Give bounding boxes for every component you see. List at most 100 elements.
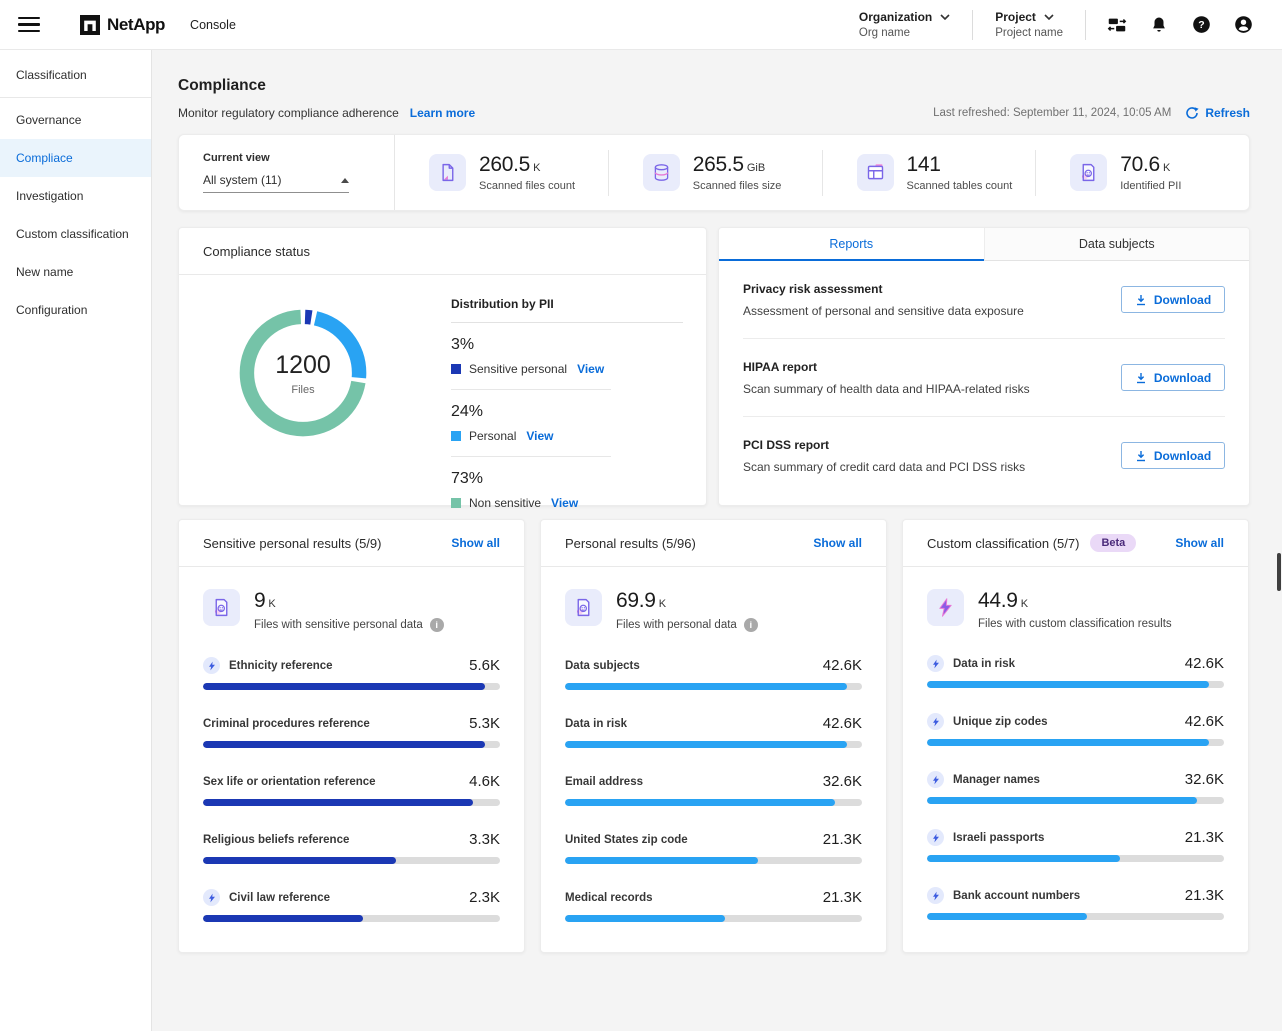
show-all-link[interactable]: Show all bbox=[813, 536, 862, 550]
progress-bar-fill bbox=[203, 741, 486, 748]
pii-icon bbox=[1070, 154, 1108, 191]
stat-unit: K bbox=[533, 162, 541, 174]
result-bar-row: Data in risk 42.6K bbox=[565, 715, 862, 748]
show-all-link[interactable]: Show all bbox=[1175, 536, 1224, 550]
bar-label: Criminal procedures reference bbox=[203, 717, 370, 730]
menu-icon[interactable] bbox=[18, 16, 40, 33]
legend-label: Personal bbox=[469, 429, 517, 443]
bolt-icon bbox=[932, 833, 939, 842]
view-link[interactable]: View bbox=[577, 362, 605, 376]
scrollbar-thumb[interactable] bbox=[1277, 553, 1281, 591]
divider bbox=[451, 456, 611, 457]
progress-bar-fill bbox=[203, 799, 474, 806]
topbar-actions: Organization Org name Project Project na… bbox=[837, 5, 1264, 45]
progress-bar-fill bbox=[565, 915, 726, 922]
result-bar-row: United States zip code 21.3K bbox=[565, 831, 862, 864]
bar-label: Bank account numbers bbox=[953, 889, 1081, 902]
sidebar-item-new-name[interactable]: New name bbox=[16, 265, 74, 279]
sidebar-item-compliance[interactable]: Compliace bbox=[0, 139, 151, 177]
tab-reports[interactable]: Reports bbox=[719, 228, 984, 261]
legend-percent: 73% bbox=[451, 470, 484, 487]
bar-label: United States zip code bbox=[565, 833, 688, 846]
refresh-button[interactable]: Refresh bbox=[1185, 106, 1250, 120]
bolt-icon bbox=[932, 891, 939, 900]
current-view-dropdown[interactable]: All system (11) bbox=[203, 173, 349, 193]
bar-label: Data subjects bbox=[565, 659, 640, 672]
legend-label: Non sensitive bbox=[469, 496, 542, 510]
project-label: Project bbox=[995, 10, 1036, 24]
report-title: Privacy risk assessment bbox=[743, 281, 883, 296]
progress-bar bbox=[565, 741, 862, 748]
result-bar-row: Unique zip codes 42.6K bbox=[927, 713, 1224, 746]
progress-bar bbox=[565, 857, 862, 864]
download-button[interactable]: Download bbox=[1121, 286, 1225, 313]
organization-label: Organization bbox=[858, 10, 933, 24]
sidebar-item-classification[interactable]: Classification bbox=[16, 68, 87, 82]
download-label: Download bbox=[1153, 448, 1212, 463]
result-bar-row: Data subjects 42.6K bbox=[565, 657, 862, 690]
bolt-icon bbox=[932, 659, 939, 668]
info-icon[interactable]: i bbox=[429, 618, 444, 632]
netapp-logo: NetApp bbox=[80, 14, 165, 35]
divider bbox=[743, 416, 1225, 417]
tab-data-subjects[interactable]: Data subjects bbox=[983, 228, 1249, 261]
sidebar-item-investigation[interactable]: Investigation bbox=[16, 189, 84, 203]
organization-selector[interactable]: Organization Org name bbox=[837, 10, 972, 39]
view-link[interactable]: View bbox=[526, 429, 554, 443]
project-selector[interactable]: Project Project name bbox=[973, 10, 1085, 39]
connector-icon[interactable] bbox=[1096, 5, 1138, 45]
download-button[interactable]: Download bbox=[1121, 364, 1225, 391]
divider bbox=[451, 389, 611, 390]
view-link[interactable]: View bbox=[551, 496, 579, 510]
beta-badge: Beta bbox=[1090, 534, 1137, 552]
progress-bar-fill bbox=[203, 683, 486, 690]
legend-percent: 3% bbox=[451, 336, 475, 353]
download-label: Download bbox=[1153, 370, 1212, 385]
progress-bar-fill bbox=[565, 799, 836, 806]
table-icon bbox=[856, 154, 894, 191]
sidebar-item-governance[interactable]: Governance bbox=[16, 113, 82, 127]
netapp-logo-mark bbox=[80, 14, 100, 35]
bar-label: Unique zip codes bbox=[953, 715, 1048, 728]
notifications-bell-icon[interactable] bbox=[1138, 5, 1180, 45]
bar-value: 42.6K bbox=[822, 715, 862, 732]
card-title: Compliance status bbox=[203, 243, 310, 259]
progress-bar-fill bbox=[927, 681, 1210, 688]
bar-value: 32.6K bbox=[1184, 771, 1224, 788]
svg-text:?: ? bbox=[1198, 19, 1204, 31]
progress-bar bbox=[203, 915, 500, 922]
result-bar-row: Ethnicity reference 5.6K bbox=[203, 657, 500, 690]
personal-results-card: Personal results (5/96) Show all bbox=[540, 519, 887, 953]
info-icon[interactable]: i bbox=[743, 618, 758, 632]
sidebar-item-configuration[interactable]: Configuration bbox=[16, 303, 88, 317]
progress-bar bbox=[927, 913, 1224, 920]
progress-bar bbox=[565, 915, 862, 922]
show-all-link[interactable]: Show all bbox=[451, 536, 500, 550]
progress-bar bbox=[203, 857, 500, 864]
legend-percent: 24% bbox=[451, 403, 484, 420]
report-title: HIPAA report bbox=[743, 359, 818, 374]
bar-value: 3.3K bbox=[469, 831, 500, 848]
file-icon bbox=[429, 154, 466, 191]
legend-entry: 73% Non sensitive View bbox=[451, 470, 683, 510]
reports-card: Reports Data subjects Privacy risk asses… bbox=[718, 227, 1250, 506]
progress-bar bbox=[203, 683, 500, 690]
card-title: Custom classification (5/7) bbox=[927, 535, 1080, 551]
progress-bar-fill bbox=[565, 683, 848, 690]
help-icon[interactable]: ? bbox=[1180, 5, 1222, 45]
learn-more-link[interactable]: Learn more bbox=[409, 106, 476, 120]
user-avatar-icon[interactable] bbox=[1222, 5, 1264, 45]
report-description: Scan summary of credit card data and PCI… bbox=[743, 459, 1026, 474]
main-content: Compliance Monitor regulatory compliance… bbox=[152, 50, 1282, 1031]
progress-bar bbox=[565, 683, 862, 690]
sidebar: Classification Governance Compliace Inve… bbox=[0, 50, 152, 1031]
download-button[interactable]: Download bbox=[1121, 442, 1225, 469]
bar-label: Ethnicity reference bbox=[229, 659, 333, 672]
progress-bar bbox=[927, 797, 1224, 804]
divider bbox=[743, 338, 1225, 339]
caret-up-icon bbox=[341, 177, 349, 183]
bar-label: Religious beliefs reference bbox=[203, 833, 350, 846]
sidebar-item-custom-classification[interactable]: Custom classification bbox=[16, 227, 129, 241]
stat-scanned-files-count: 260.5 K Scanned files count bbox=[395, 153, 608, 192]
progress-bar-fill bbox=[203, 857, 397, 864]
